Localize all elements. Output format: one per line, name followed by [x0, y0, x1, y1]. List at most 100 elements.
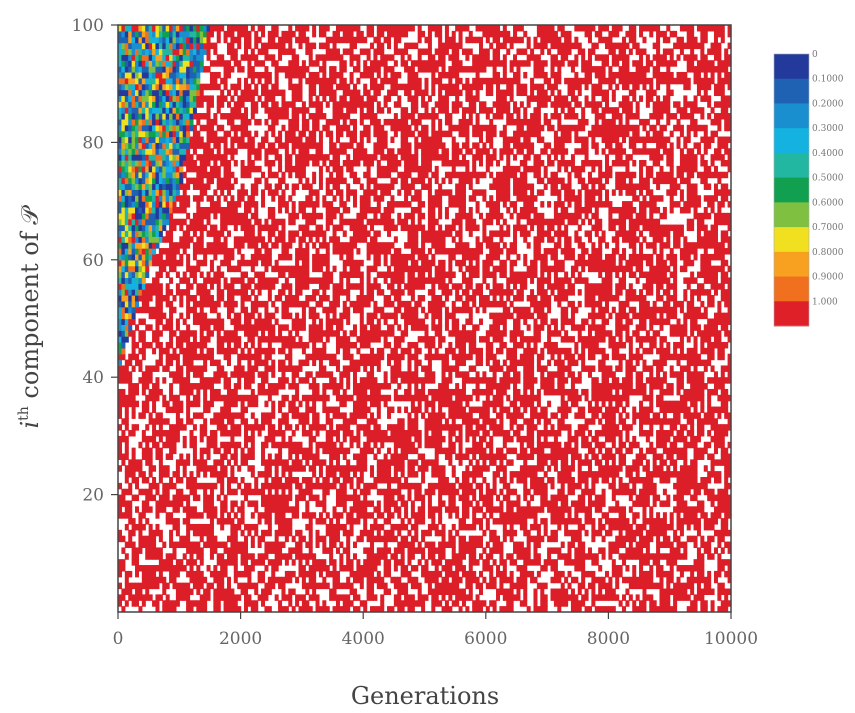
heatmap-cell	[577, 606, 582, 612]
heatmap-cell	[683, 353, 688, 361]
heatmap-cell	[135, 424, 140, 431]
heatmap-cell	[128, 594, 133, 601]
heatmap-cell	[659, 476, 664, 484]
heatmap-cell	[318, 535, 323, 543]
heatmap-cell	[618, 600, 623, 607]
heatmap-cell	[152, 529, 157, 537]
heatmap-cell	[274, 506, 279, 513]
heatmap-cell	[131, 600, 136, 607]
heatmap-cell	[427, 488, 432, 496]
heatmap-cell	[615, 388, 620, 396]
heatmap-cell	[400, 553, 405, 560]
heatmap-cell	[376, 582, 381, 590]
heatmap-cell	[216, 388, 221, 396]
heatmap-cell	[424, 400, 429, 408]
heatmap-cell	[690, 565, 695, 572]
heatmap-cell	[570, 588, 575, 595]
heatmap-cell	[237, 441, 242, 449]
heatmap-cell	[216, 459, 221, 466]
heatmap-cell	[478, 488, 483, 496]
heatmap-cell	[489, 535, 494, 543]
heatmap-cell	[431, 406, 436, 414]
heatmap-cell	[247, 465, 252, 472]
heatmap-cell	[461, 553, 466, 560]
heatmap-cell	[496, 506, 501, 513]
heatmap-cell	[519, 506, 524, 513]
heatmap-cell	[516, 430, 521, 437]
heatmap-cell	[669, 418, 674, 425]
heatmap-cell	[189, 570, 194, 578]
heatmap-cell	[141, 447, 146, 455]
heatmap-cell	[250, 412, 255, 419]
heatmap-cell	[250, 435, 255, 443]
heatmap-cell	[295, 388, 300, 396]
heatmap-cell	[329, 541, 334, 549]
heatmap-cell	[254, 488, 259, 496]
heatmap-cell	[226, 606, 231, 612]
heatmap-cell	[509, 353, 514, 361]
heatmap-cell	[250, 553, 255, 560]
heatmap-cell	[424, 353, 429, 361]
heatmap-cell	[383, 435, 388, 443]
heatmap-cell	[478, 541, 483, 549]
heatmap-cell	[237, 383, 242, 390]
heatmap-cell	[370, 606, 375, 612]
heatmap-cell	[267, 500, 272, 507]
heatmap-cell	[635, 582, 640, 590]
heatmap-cell	[175, 424, 180, 431]
heatmap-cell	[226, 377, 231, 384]
heatmap-cell	[172, 582, 177, 590]
heatmap-cell	[611, 424, 616, 431]
heatmap-cell	[604, 394, 609, 402]
heatmap-cell	[162, 347, 167, 355]
heatmap-cell	[570, 371, 575, 378]
heatmap-cell	[213, 565, 218, 572]
heatmap-cell	[604, 430, 609, 437]
heatmap-cell	[223, 377, 228, 384]
heatmap-cell	[540, 565, 545, 572]
heatmap-cell	[179, 400, 184, 408]
heatmap-cell	[186, 400, 191, 408]
heatmap-cell	[713, 518, 718, 525]
heatmap-cell	[373, 435, 378, 443]
heatmap-cell	[618, 418, 623, 425]
heatmap-cell	[254, 482, 259, 490]
heatmap-cell	[315, 565, 320, 572]
heatmap-cell	[496, 424, 501, 431]
heatmap-cell	[421, 383, 426, 390]
heatmap-cell	[577, 406, 582, 414]
heatmap-cell	[642, 535, 647, 543]
heatmap-cell	[427, 541, 432, 549]
heatmap-cell	[615, 506, 620, 513]
heatmap-cell	[676, 576, 681, 584]
heatmap-cell	[295, 465, 300, 472]
heatmap-cell	[291, 365, 296, 372]
heatmap-cell	[165, 518, 170, 525]
heatmap-cell	[250, 582, 255, 590]
heatmap-cell	[679, 406, 684, 414]
heatmap-cell	[526, 394, 531, 402]
heatmap-cell	[444, 476, 449, 484]
heatmap-cell	[441, 529, 446, 537]
heatmap-cell	[407, 418, 412, 425]
heatmap-cell	[448, 406, 453, 414]
heatmap-cell	[356, 506, 361, 513]
heatmap-cell	[632, 488, 637, 496]
heatmap-cell	[707, 377, 712, 384]
heatmap-cell	[315, 371, 320, 378]
heatmap-cell	[485, 494, 490, 502]
heatmap-cell	[536, 541, 541, 549]
heatmap-cell	[642, 570, 647, 578]
heatmap-cell	[312, 553, 317, 560]
heatmap-cell	[516, 359, 521, 367]
heatmap-cell	[475, 441, 480, 449]
heatmap-cell	[570, 559, 575, 566]
heatmap-cell	[557, 383, 562, 390]
heatmap-cell	[707, 353, 712, 361]
heatmap-cell	[216, 570, 221, 578]
heatmap-cell	[591, 600, 596, 607]
heatmap-cell	[342, 353, 347, 361]
heatmap-cell	[322, 576, 327, 584]
heatmap-cell	[570, 518, 575, 525]
heatmap-cell	[250, 541, 255, 549]
